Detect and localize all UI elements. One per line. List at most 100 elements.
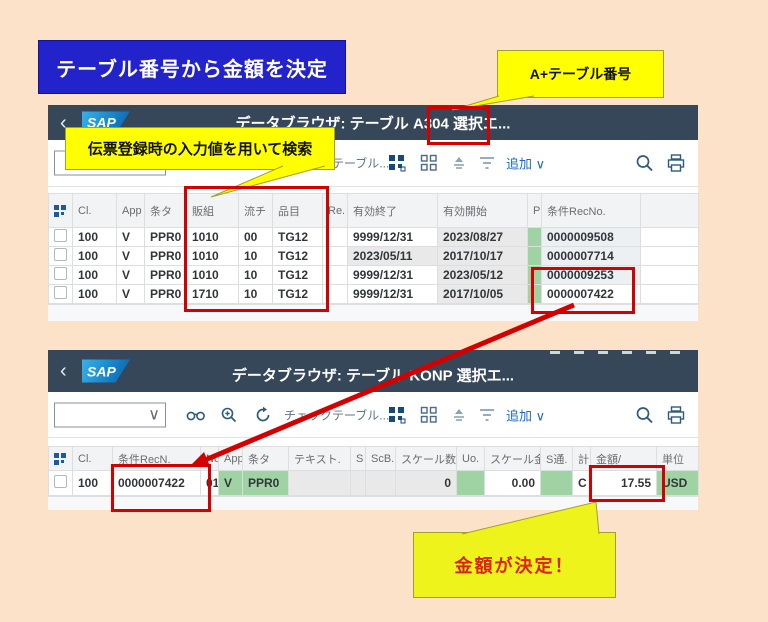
cell[interactable] [322,265,348,285]
row-checkbox[interactable] [48,227,73,247]
col-header[interactable]: ScB. [365,446,396,471]
col-header[interactable]: Re. [322,193,348,228]
grid-view-icon[interactable] [388,154,406,172]
print-icon[interactable] [666,154,686,173]
cell[interactable]: TG12 [272,246,323,266]
add-menu-button[interactable]: 追加 ∨ [506,408,546,423]
cell[interactable]: 0 [395,470,457,496]
cell[interactable]: 1010 [186,246,239,266]
col-header[interactable]: 条件RecNo. [541,193,641,228]
cell[interactable]: 00 [238,227,273,247]
cell[interactable] [540,470,573,496]
cell[interactable]: 9999/12/31 [347,265,438,285]
cell[interactable] [456,470,485,496]
back-icon[interactable]: ‹ [60,360,67,382]
cell[interactable]: 01 [200,470,219,496]
col-header[interactable]: No [200,446,219,471]
cell[interactable]: 9999/12/31 [347,284,438,304]
cell[interactable]: PPR0 [144,227,187,247]
col-header[interactable]: テキスト. [288,446,351,471]
col-header[interactable]: 流チ [238,193,273,228]
print-icon[interactable] [666,405,686,424]
col-header[interactable]: App [116,193,145,228]
col-header[interactable]: 金額/ [590,446,657,471]
cell-selected-recno[interactable]: 0000007422 [541,284,641,304]
cell[interactable]: 2023/05/12 [437,265,528,285]
col-header[interactable]: Uo. [456,446,485,471]
col-header[interactable]: PS [527,193,542,228]
cell[interactable]: 100 [72,470,113,496]
cell[interactable]: 2023/05/11 [347,246,438,266]
table-row-selected[interactable]: 100 V PPR0 1710 10 TG12 9999/12/31 2017/… [48,284,699,304]
check-table-link[interactable]: チェックテーブル... [284,408,390,422]
variant-dropdown[interactable]: ∨ [54,402,166,427]
cell[interactable]: PPR0 [144,265,187,285]
row-checkbox[interactable] [48,284,73,304]
cell[interactable]: 0.00 [484,470,541,496]
filter-icon[interactable] [478,155,496,171]
col-header[interactable]: Cl. [72,193,117,228]
table-row[interactable]: 100 0000007422 01 V PPR0 0 0.00 C 17.55 … [48,470,699,496]
cell[interactable]: 2017/10/17 [437,246,528,266]
cell[interactable]: 1010 [186,227,239,247]
col-header[interactable]: App [218,446,243,471]
cell[interactable]: 1010 [186,265,239,285]
layout-grid-icon[interactable] [420,406,438,424]
sort-ascending-icon[interactable] [450,155,468,171]
cell[interactable]: V [116,265,145,285]
zoom-in-icon[interactable] [220,406,238,424]
table-row[interactable]: 100 V PPR0 1010 00 TG12 9999/12/31 2023/… [48,227,699,247]
cell-amount[interactable]: 17.55 [590,470,657,496]
col-header[interactable]: 品目 [272,193,323,228]
row-checkbox[interactable] [48,246,73,266]
cell[interactable]: PPR0 [242,470,289,496]
cell[interactable] [322,246,348,266]
col-header[interactable]: Cl. [72,446,113,471]
cell[interactable] [322,284,348,304]
cell[interactable]: TG12 [272,227,323,247]
col-header[interactable]: スケール数. [395,446,457,471]
back-icon[interactable]: ‹ [60,111,67,134]
cell[interactable] [527,284,542,304]
refresh-icon[interactable] [254,406,272,424]
cell[interactable]: C [572,470,591,496]
cell[interactable]: 2023/08/27 [437,227,528,247]
filter-icon[interactable] [478,407,496,423]
glasses-display-icon[interactable] [186,407,206,423]
table-row[interactable]: 100 V PPR0 1010 10 TG12 2023/05/11 2017/… [48,246,699,266]
col-header[interactable]: 有効終了 [347,193,438,228]
cell[interactable]: TG12 [272,265,323,285]
cell[interactable]: 10 [238,265,273,285]
cell[interactable]: V [116,284,145,304]
col-header[interactable]: S通. [540,446,573,471]
cell[interactable]: PPR0 [144,246,187,266]
table-row[interactable]: 100 V PPR0 1010 10 TG12 9999/12/31 2023/… [48,265,699,285]
cell[interactable]: 9999/12/31 [347,227,438,247]
select-all-icon[interactable] [48,193,73,228]
row-checkbox[interactable] [48,265,73,285]
search-icon[interactable] [635,154,654,173]
cell[interactable]: 10 [238,284,273,304]
cell[interactable]: 0000009253 [541,265,641,285]
search-icon[interactable] [635,405,654,424]
cell[interactable]: 2017/10/05 [437,284,528,304]
sort-ascending-icon[interactable] [450,407,468,423]
cell[interactable] [365,470,396,496]
cell[interactable]: 100 [72,246,117,266]
cell[interactable]: 0000009508 [541,227,641,247]
cell[interactable] [527,265,542,285]
cell[interactable]: 100 [72,284,117,304]
col-header[interactable]: 計. [572,446,591,471]
add-menu-button[interactable]: 追加 ∨ [506,156,546,172]
cell[interactable] [527,246,542,266]
col-header[interactable]: 販組 [186,193,239,228]
cell[interactable]: USD [656,470,699,496]
cell[interactable] [350,470,366,496]
cell[interactable]: 1710 [186,284,239,304]
grid-view-icon[interactable] [388,406,406,424]
row-checkbox[interactable] [48,470,73,496]
cell[interactable]: TG12 [272,284,323,304]
cell[interactable] [527,227,542,247]
col-header[interactable]: S [350,446,366,471]
cell[interactable]: 100 [72,227,117,247]
